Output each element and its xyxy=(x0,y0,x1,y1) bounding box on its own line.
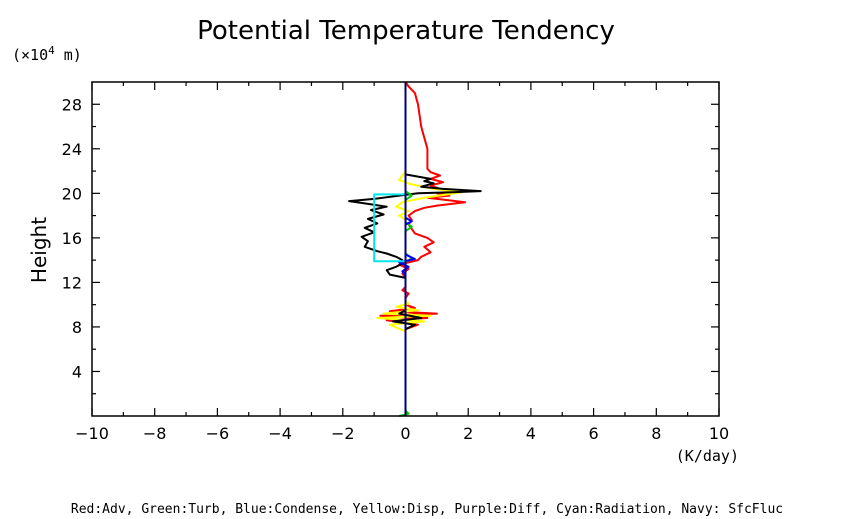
x-tick-label: 0 xyxy=(400,424,410,443)
series-line-adv xyxy=(379,81,467,416)
series-line-black xyxy=(348,82,482,416)
x-tick-label: 8 xyxy=(651,424,661,443)
y-tick-label: 16 xyxy=(62,229,82,248)
plot-frame xyxy=(91,81,720,417)
series-line-blue xyxy=(398,82,416,416)
y-axis-title: Height xyxy=(27,217,51,283)
y-unit-label: (×104 m) xyxy=(12,44,82,64)
y-tick-label: 12 xyxy=(62,273,82,292)
series-line-yellow xyxy=(376,82,463,416)
y-tick-label: 20 xyxy=(62,184,82,203)
series-layer xyxy=(348,81,482,417)
x-tick-label: 10 xyxy=(709,424,729,443)
x-tick-label: −6 xyxy=(206,424,230,443)
y-tick-label: 28 xyxy=(62,95,82,114)
x-tick-label: −4 xyxy=(268,424,292,443)
y-tick-label: 8 xyxy=(72,318,82,337)
x-tick-label: 2 xyxy=(463,424,473,443)
x-tick-label: −8 xyxy=(143,424,167,443)
y-tick-label: 4 xyxy=(72,362,82,381)
x-tick-label: 4 xyxy=(526,424,536,443)
x-tick-label: 6 xyxy=(589,424,599,443)
x-tick-label: −2 xyxy=(331,424,355,443)
chart-title: Potential Temperature Tendency xyxy=(197,16,615,46)
series-line-radiation xyxy=(373,193,406,263)
x-axis-unit-label: (K/day) xyxy=(676,447,739,465)
legend-footnote: Red:Adv, Green:Turb, Blue:Condense, Yell… xyxy=(71,502,783,517)
y-tick-label: 24 xyxy=(62,140,82,159)
x-tick-label: −10 xyxy=(75,424,109,443)
